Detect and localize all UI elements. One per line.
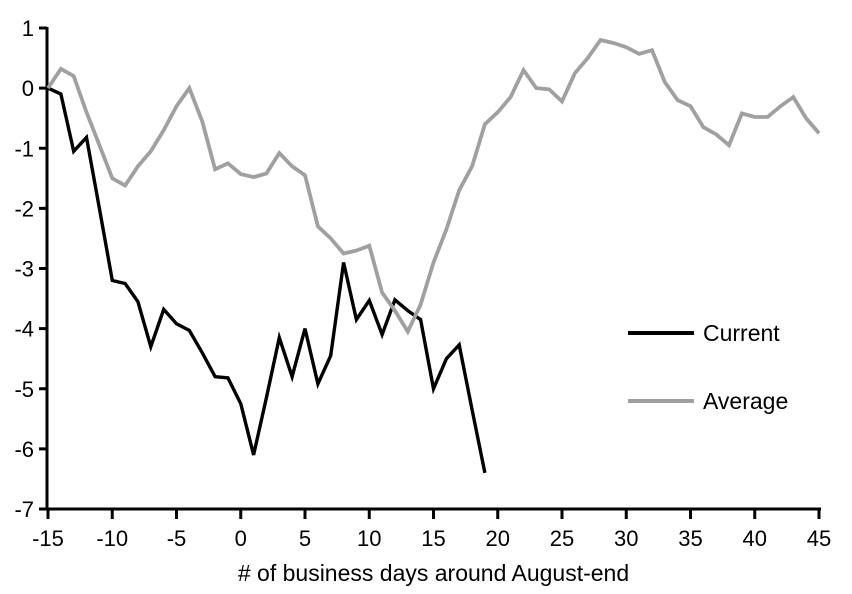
series-line-current: [47, 86, 487, 474]
y-tick-label: 0: [22, 76, 34, 101]
x-tick-label: 35: [678, 526, 702, 551]
y-tick-label: -6: [14, 437, 34, 462]
current-line-swatch: [628, 331, 694, 335]
x-tick-label: -5: [167, 526, 187, 551]
legend-item-current: Current: [628, 319, 780, 346]
legend-item-average: Average: [628, 387, 789, 414]
x-tick-label: 25: [550, 526, 574, 551]
x-tick-label: 10: [357, 526, 381, 551]
x-tick-label: 0: [235, 526, 247, 551]
legend-label-average: Average: [703, 387, 789, 414]
series-line-average: [46, 37, 821, 336]
y-tick-label: 1: [22, 16, 34, 41]
x-axis-title: # of business days around August-end: [237, 560, 630, 586]
x-tick-label: 40: [743, 526, 767, 551]
x-tick-label: 45: [807, 526, 831, 551]
y-tick-label: -7: [14, 497, 34, 522]
x-tick-label: 5: [299, 526, 311, 551]
x-tick-label: -10: [96, 526, 128, 551]
y-tick-label: -1: [14, 136, 34, 161]
average-line-swatch: [628, 399, 694, 403]
y-tick-label: -5: [14, 377, 34, 402]
legend-label-current: Current: [703, 319, 780, 346]
x-tick-label: 30: [614, 526, 638, 551]
y-tick-label: -2: [14, 196, 34, 221]
y-tick-label: -3: [14, 257, 34, 282]
x-tick-label: 15: [421, 526, 445, 551]
y-tick-label: -4: [14, 317, 34, 342]
x-tick-label: -15: [32, 526, 64, 551]
x-tick-label: 20: [486, 526, 510, 551]
